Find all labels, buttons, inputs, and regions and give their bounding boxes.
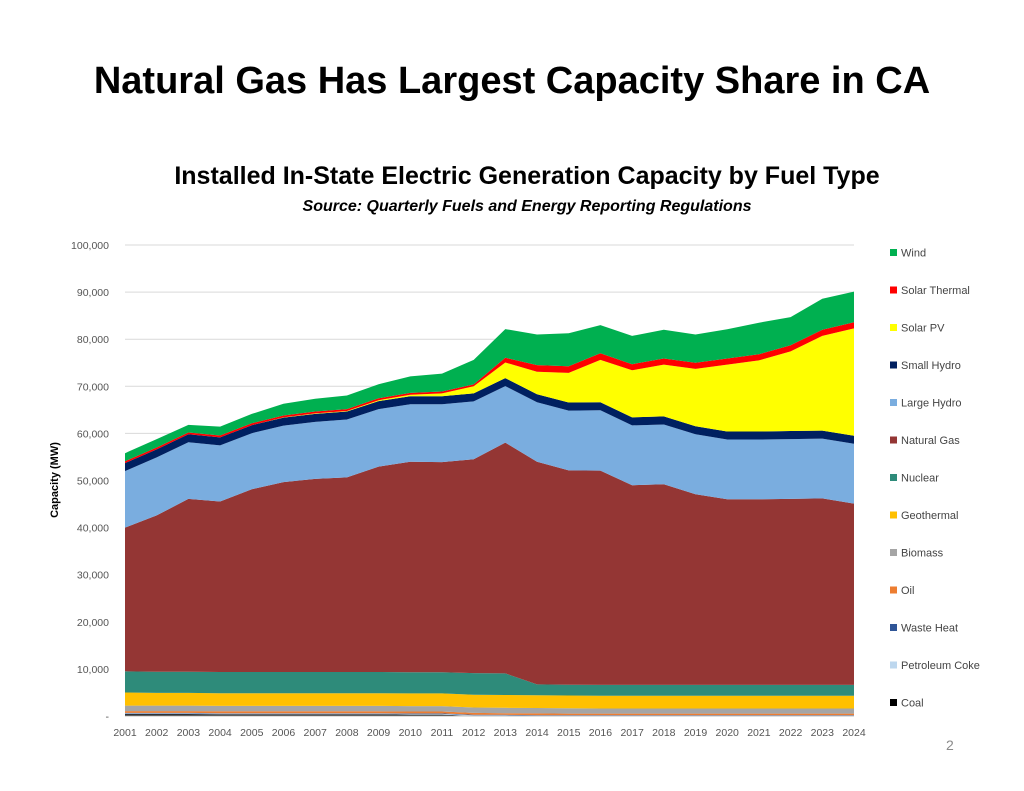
legend-swatch-biomass: [890, 549, 897, 556]
legend-swatch-coal: [890, 699, 897, 706]
x-tick-label: 2017: [620, 727, 644, 739]
legend-label: Natural Gas: [901, 435, 960, 447]
legend-label: Wind: [901, 248, 926, 260]
y-tick-label: 100,000: [71, 240, 109, 252]
legend-swatch-solar-thermal: [890, 286, 897, 294]
area-series-nuclear: [125, 671, 854, 696]
legend-label: Geothermal: [901, 510, 958, 522]
area-series-waste-heat: [125, 712, 854, 716]
legend-swatch-wind: [890, 249, 897, 256]
x-tick-label: 2009: [367, 727, 391, 739]
chart-title: Installed In-State Electric Generation C…: [174, 162, 880, 190]
legend-swatch-oil: [890, 586, 897, 594]
legend-label: Coal: [901, 698, 924, 710]
x-tick-label: 2021: [747, 727, 771, 739]
y-tick-label: 40,000: [77, 523, 109, 535]
x-tick-label: 2002: [145, 727, 169, 739]
area-series-wind: [125, 291, 854, 462]
x-tick-label: 2003: [177, 727, 201, 739]
slide-title: Natural Gas Has Largest Capacity Share i…: [93, 60, 931, 102]
y-tick-label: 90,000: [77, 287, 109, 299]
legend-swatch-waste-heat: [890, 624, 897, 631]
legend-label: Large Hydro: [901, 398, 962, 410]
y-tick-label: 60,000: [77, 428, 109, 440]
area-series-petroleum-coke: [125, 713, 854, 716]
legend-swatch-small-hydro: [890, 361, 897, 369]
x-tick-label: 2015: [557, 727, 581, 739]
legend-swatch-natural-gas: [890, 436, 897, 444]
legend-label: Oil: [901, 585, 914, 597]
legend-label: Waste Heat: [901, 623, 958, 635]
legend-label: Small Hydro: [901, 360, 961, 372]
legend-swatch-petroleum-coke: [890, 661, 897, 669]
x-tick-label: 2024: [842, 727, 866, 739]
legend-label: Solar PV: [901, 323, 945, 335]
area-series-geothermal: [125, 692, 854, 709]
x-tick-label: 2012: [462, 727, 486, 739]
x-tick-label: 2016: [589, 727, 613, 739]
y-tick-label: 10,000: [77, 664, 109, 676]
y-tick-label: 80,000: [77, 334, 109, 346]
area-series-large-hydro: [125, 386, 854, 528]
x-tick-label: 2019: [684, 727, 708, 739]
x-tick-label: 2018: [652, 727, 676, 739]
chart-subtitle: Source: Quarterly Fuels and Energy Repor…: [302, 198, 752, 215]
legend-swatch-nuclear: [890, 474, 897, 481]
page-number: 2: [946, 737, 954, 753]
area-series-layer: [125, 291, 854, 716]
x-tick-label: 2011: [431, 727, 454, 739]
x-tick-label: 2023: [811, 727, 835, 739]
x-tick-label: 2022: [779, 727, 803, 739]
x-tick-label: 2010: [399, 727, 423, 739]
area-series-oil: [125, 711, 854, 716]
legend-swatch-geothermal: [890, 511, 897, 519]
axes: - 10,000 20,000 30,000 40,000 50,000 60,000 70,…: [71, 240, 866, 739]
y-tick-label: 20,000: [77, 617, 109, 629]
legend-label: Biomass: [901, 548, 944, 560]
y-axis-title: Capacity (MW): [49, 442, 61, 518]
x-tick-label: 2005: [240, 727, 264, 739]
area-series-solar-pv: [125, 328, 854, 464]
legend-swatch-solar-pv: [890, 324, 897, 331]
x-tick-label: 2013: [494, 727, 518, 739]
area-series-natural-gas: [125, 442, 854, 685]
y-tick-label: 50,000: [77, 476, 109, 488]
y-tick-label: -: [106, 711, 110, 723]
legend-label: Nuclear: [901, 473, 939, 485]
area-series-biomass: [125, 705, 854, 714]
x-tick-label: 2014: [525, 727, 549, 739]
x-tick-label: 2004: [208, 727, 232, 739]
x-tick-label: 2008: [335, 727, 359, 739]
legend-label: Solar Thermal: [901, 285, 970, 297]
x-tick-label: 2007: [303, 727, 327, 739]
y-tick-label: 30,000: [77, 570, 109, 582]
legend-swatch-large-hydro: [890, 399, 897, 406]
x-tick-label: 2006: [272, 727, 296, 739]
area-series-small-hydro: [125, 378, 854, 472]
x-tick-label: 2001: [113, 727, 137, 739]
x-tick-label: 2020: [716, 727, 740, 739]
y-tick-label: 70,000: [77, 381, 109, 393]
legend: Wind Solar Thermal Solar PV Small Hydro Larg…: [890, 248, 980, 710]
legend-label: Petroleum Coke: [901, 660, 980, 672]
